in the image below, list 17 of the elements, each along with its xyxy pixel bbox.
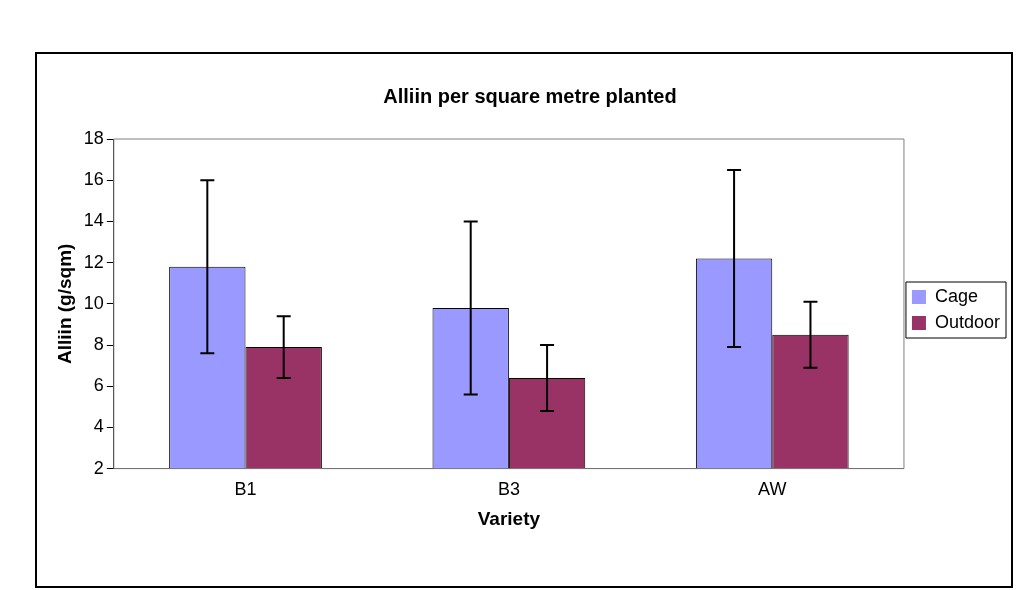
x-tick-label: B3 — [497, 479, 520, 500]
y-tick-label: 14 — [83, 210, 104, 231]
y-tick-label: 12 — [83, 251, 104, 272]
y-axis-title: Alliin (g/sqm) — [53, 243, 75, 364]
legend-label: Outdoor — [934, 311, 1001, 332]
x-tick-label: AW — [758, 479, 787, 500]
legend-label: Cage — [934, 285, 978, 306]
y-tick-label: 8 — [93, 333, 104, 354]
y-tick-label: 10 — [83, 292, 104, 313]
y-tick-label: 4 — [93, 416, 104, 437]
x-tick-label: B1 — [234, 479, 257, 500]
chart-title: Alliin per square metre planted — [383, 84, 677, 107]
y-tick-label: 2 — [93, 457, 104, 478]
y-tick-label: 16 — [83, 169, 104, 190]
y-tick-label: 6 — [93, 375, 104, 396]
x-axis-title: Variety — [477, 507, 541, 529]
y-tick-label: 18 — [83, 127, 104, 148]
